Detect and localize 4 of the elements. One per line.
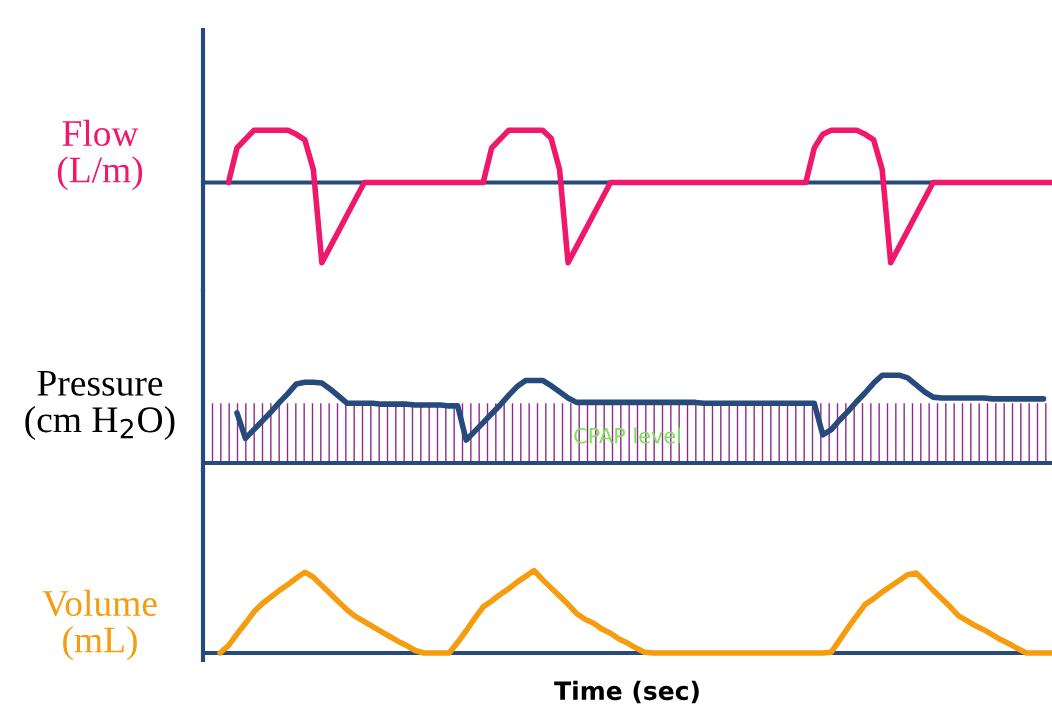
y-axis-title: Flow (L/m)	[57, 119, 143, 191]
y-axis-title: Volume (mL)	[42, 589, 157, 661]
y-axis-title: Pressure (cm H$_{2}$O)	[25, 370, 175, 441]
x-axis-title: Time (sec)	[554, 680, 699, 704]
